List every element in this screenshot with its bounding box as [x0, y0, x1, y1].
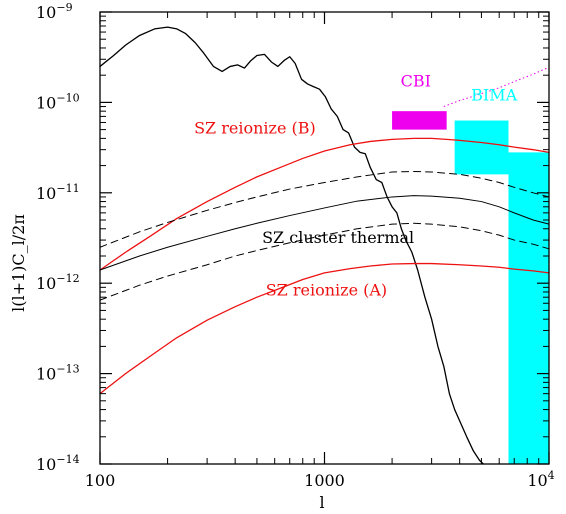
y-tick-label-3: 10−11 — [36, 182, 80, 203]
series-line-4 — [99, 171, 550, 248]
y-tick-label-1: 10−13 — [36, 363, 80, 384]
series-line-5 — [99, 222, 550, 301]
data-box-bima-1 — [454, 120, 509, 175]
series-line-0 — [99, 26, 484, 465]
annotation-1: BIMA — [471, 85, 517, 104]
series-line-3 — [99, 195, 550, 271]
data-box-bima-2 — [508, 152, 549, 465]
series-line-2 — [99, 262, 550, 395]
annotation-4: SZ reionize (A) — [266, 281, 387, 300]
y-axis-label: l(l+1)C_l/2π — [9, 214, 28, 312]
series-line-6 — [443, 66, 550, 108]
data-box-cbi-0 — [392, 111, 447, 130]
x-tick-label-2: 104 — [527, 469, 554, 490]
x-tick-label-1: 1000 — [304, 471, 345, 490]
annotation-2: SZ reionize (B) — [194, 119, 316, 138]
y-tick-label-0: 10−14 — [36, 453, 80, 474]
x-tick-label-0: 100 — [85, 471, 116, 490]
y-tick-label-2: 10−12 — [36, 272, 80, 293]
annotation-0: CBI — [401, 71, 431, 90]
y-tick-label-5: 10−9 — [36, 1, 73, 22]
series-line-1 — [99, 137, 550, 271]
chart-marks: CBI BIMA SZ reionize (B) SZ cluster thermal… — [99, 26, 550, 465]
x-axis-label: l — [319, 493, 324, 512]
y-tick-label-4: 10−10 — [36, 91, 80, 112]
annotation-3: SZ cluster thermal — [262, 228, 414, 247]
